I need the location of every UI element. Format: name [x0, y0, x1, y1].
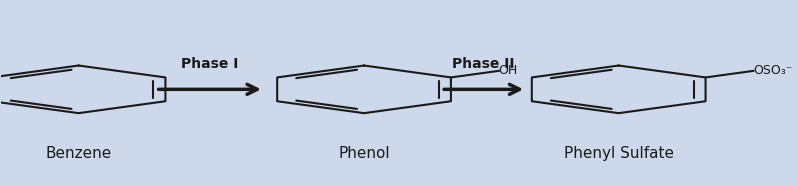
Text: Phase I: Phase I [181, 57, 239, 71]
Text: OH: OH [499, 64, 518, 77]
Text: Phenyl Sulfate: Phenyl Sulfate [563, 146, 674, 161]
Text: Benzene: Benzene [45, 146, 112, 161]
Text: OSO₃⁻: OSO₃⁻ [753, 64, 792, 77]
Text: Phenol: Phenol [338, 146, 390, 161]
Text: Phase II: Phase II [452, 57, 515, 71]
